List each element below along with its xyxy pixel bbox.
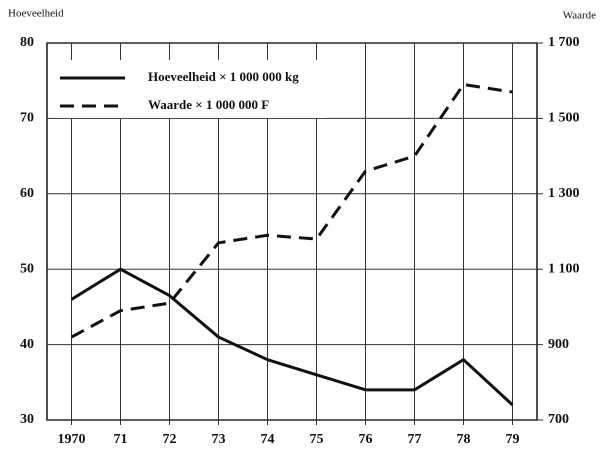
x-tick-label: 1970: [58, 432, 86, 447]
y2-axis-title: Waarde: [563, 10, 596, 22]
y-tick-label: 70: [20, 111, 34, 126]
y2-tick-label: 1 300: [548, 186, 580, 201]
legend-label: Hoeveelheid × 1 000 000 kg: [148, 69, 299, 84]
y-tick-label: 50: [20, 261, 34, 276]
legend-label: Waarde × 1 000 000 F: [148, 97, 269, 112]
x-tick-label: 77: [408, 432, 422, 447]
y-tick-label: 80: [20, 35, 34, 50]
data-line: [70, 267, 514, 407]
y2-tick-label: 700: [548, 412, 569, 427]
y2-tick-label: 900: [548, 337, 569, 352]
x-tick-label: 75: [310, 432, 324, 447]
x-tick-label: 74: [261, 432, 275, 447]
y-tick-label: 40: [20, 337, 34, 352]
y-axis-title: Hoeveelheid: [8, 8, 64, 20]
x-tick-label: 78: [457, 432, 471, 447]
x-tick-label: 73: [212, 432, 226, 447]
x-tick-label: 79: [506, 432, 520, 447]
legend-box: [55, 60, 325, 118]
x-tick-label: 72: [163, 432, 177, 447]
y-tick-label: 30: [20, 412, 34, 427]
y-tick-label: 60: [20, 186, 34, 201]
x-tick-label: 71: [114, 432, 128, 447]
y2-tick-label: 1 700: [548, 35, 580, 50]
x-tick-label: 76: [359, 432, 373, 447]
y2-tick-label: 1 100: [548, 261, 580, 276]
data-line: [70, 82, 513, 339]
y2-tick-label: 1 500: [548, 111, 580, 126]
